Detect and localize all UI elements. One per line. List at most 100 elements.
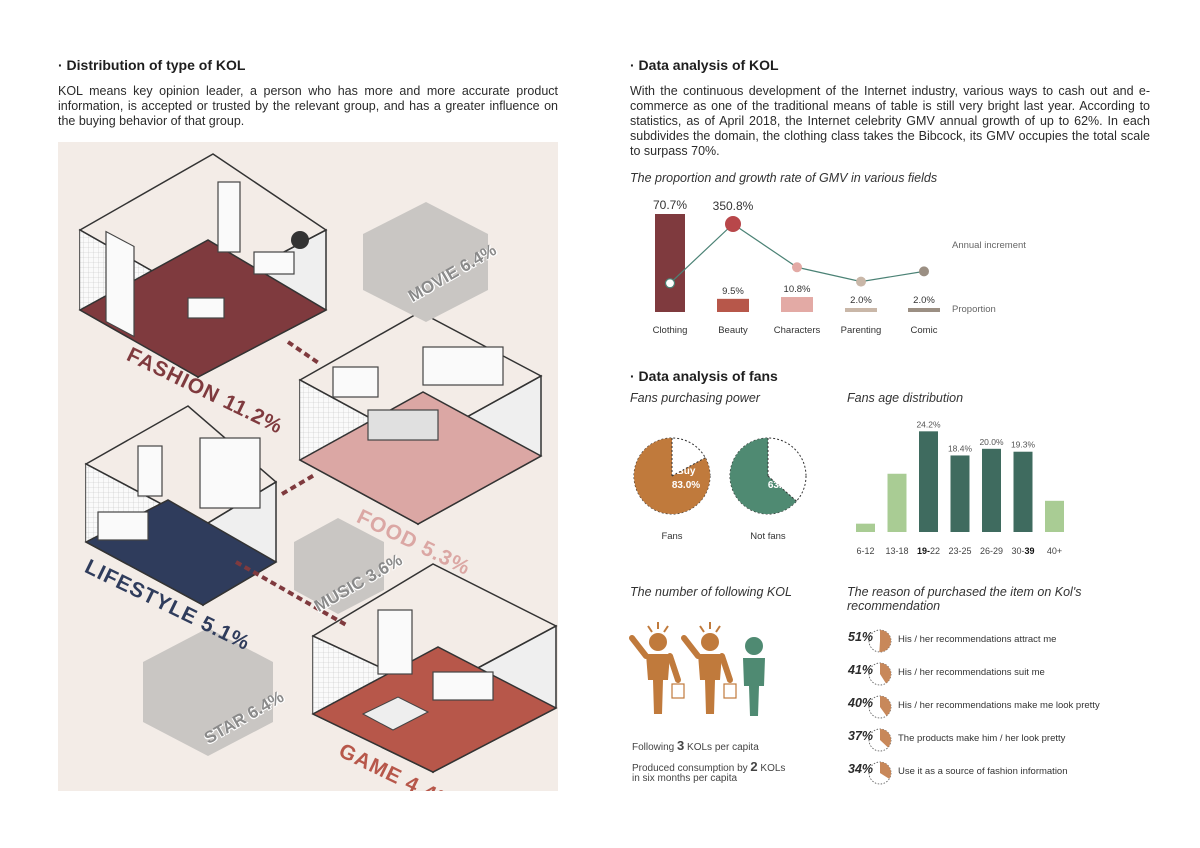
age-category-label: 40+ — [1047, 546, 1062, 556]
following-line-2: Produced consumption by 2 KOLs — [632, 759, 786, 774]
reason-text: His / her recommendations make me look p… — [898, 700, 1100, 711]
reason-pie-slice — [880, 729, 891, 748]
pie-value-label: 83.0% — [672, 480, 700, 491]
gmv-bar-comic — [908, 308, 940, 312]
age-bar — [1045, 500, 1064, 532]
reason-item: 34% Use it as a source of fashion informa… — [848, 760, 1168, 786]
reason-text: His / her recommendations attract me — [898, 634, 1057, 645]
purchasing-subtitle: Fans purchasing power — [630, 391, 760, 405]
gmv-bar-clothing — [655, 214, 685, 312]
person-excited-icon — [629, 622, 685, 714]
gmv-bar-characters — [781, 297, 813, 312]
age-bar — [1013, 451, 1033, 532]
kol-analysis-title: · Data analysis of KOL — [630, 57, 779, 73]
reason-pie — [868, 761, 892, 785]
person-icon — [743, 637, 765, 716]
reason-pie-slice — [880, 762, 891, 779]
gmv-bar-value-label: 70.7% — [653, 198, 687, 212]
distribution-title: · Distribution of type of KOL — [58, 57, 246, 73]
reason-pie-slice — [879, 630, 891, 652]
reason-item: 37% The products make him / her look pret… — [848, 727, 1168, 753]
age-category-label: 19-22 — [917, 546, 940, 556]
reason-item: 51% His / her recommendations attract me — [848, 628, 1168, 654]
reason-pie — [868, 728, 892, 752]
pie-category-label: Fans — [661, 531, 682, 542]
age-category-label: 13-18 — [885, 546, 908, 556]
annual-increment-point — [725, 216, 741, 232]
star-hexagon — [143, 628, 273, 756]
reason-pie — [868, 695, 892, 719]
age-bar-value-label: 24.2% — [916, 419, 941, 429]
age-bar — [919, 431, 938, 532]
following-subtitle: The number of following KOL — [630, 585, 792, 599]
following-line-1: Following 3 KOLs per capita — [632, 738, 759, 753]
lifestyle-room — [84, 405, 278, 607]
pie-buy-slice — [730, 438, 797, 514]
age-category-label: 26-29 — [980, 546, 1003, 556]
reason-pie-slice — [880, 696, 891, 716]
isometric-rooms-svg — [78, 153, 558, 774]
age-category-label: 30-39 — [1011, 546, 1034, 556]
age-bar-value-label: 20.0% — [979, 437, 1004, 447]
reason-text: The products make him / her look pretty — [898, 733, 1066, 744]
purchasing-power-chart: Buy 83.0% Fans Buy 63.5% Not fans — [633, 437, 807, 542]
gmv-chart: 70.7% Clothing 9.5% Beauty 10.8% Characters 2.… — [653, 198, 1027, 336]
gmv-bar-value-label: 2.0% — [913, 295, 935, 306]
annual-increment-point — [919, 266, 929, 277]
pie-value-label: 63.5% — [768, 480, 796, 491]
gmv-bar-value-label: 10.8% — [784, 284, 811, 295]
reason-pie-slice — [880, 663, 891, 684]
annual-increment-label: 350.8% — [713, 199, 754, 213]
legend-proportion: Proportion — [952, 304, 996, 315]
annual-increment-point — [792, 262, 802, 273]
gmv-subtitle: The proportion and growth rate of GMV in… — [630, 171, 938, 185]
fans-analysis-title: · Data analysis of fans — [630, 368, 778, 384]
reason-subtitle: The reason of purchased the item on Kol'… — [847, 585, 1082, 613]
annual-increment-point — [664, 278, 676, 289]
person-excited-icon — [681, 622, 737, 714]
kol-analysis-paragraph: With the continuous development of the I… — [630, 84, 1150, 158]
annual-increment-point — [856, 276, 866, 287]
pie-buy-label: Buy — [773, 466, 792, 477]
reason-percent: 40% — [848, 696, 874, 710]
pie-buy-label: Buy — [677, 466, 696, 477]
gmv-bar-parenting — [845, 308, 877, 312]
kol-rooms-illustration: FASHION 11.2% FOOD 5.3% LIFESTYLE 5.1% G… — [58, 142, 558, 791]
gmv-category-label: Beauty — [718, 325, 748, 336]
gmv-category-label: Characters — [774, 325, 821, 336]
age-category-label: 23-25 — [948, 546, 971, 556]
pie-category-label: Not fans — [750, 531, 786, 542]
gmv-bar-value-label: 9.5% — [722, 286, 744, 297]
fashion-room — [78, 153, 328, 379]
food-room — [298, 311, 543, 526]
age-bar — [950, 455, 970, 532]
reason-percent: 41% — [848, 663, 874, 677]
kol-definition-paragraph: KOL means key opinion leader, a person w… — [58, 84, 558, 128]
game-room — [311, 563, 558, 774]
legend-annual-increment: Annual increment — [952, 240, 1026, 251]
reason-percent: 37% — [848, 729, 874, 743]
age-category-label: 6-12 — [856, 546, 874, 556]
movie-hexagon — [363, 202, 488, 322]
gmv-category-label: Comic — [911, 325, 938, 336]
reason-item: 40% His / her recommendations make me loo… — [848, 694, 1168, 720]
reason-pie — [868, 629, 892, 653]
age-bar — [887, 473, 907, 532]
reason-text: His / her recommendations suit me — [898, 667, 1045, 678]
reason-text: Use it as a source of fashion informatio… — [898, 766, 1068, 777]
reason-pie — [868, 662, 892, 686]
reason-percent: 34% — [848, 762, 874, 776]
reason-percent: 51% — [848, 630, 874, 644]
gmv-category-label: Clothing — [653, 325, 688, 336]
annual-increment-line — [669, 223, 925, 284]
following-icons — [629, 622, 765, 716]
gmv-bar-value-label: 2.0% — [850, 295, 872, 306]
gmv-category-label: Parenting — [841, 325, 882, 336]
age-bar-value-label: 19.3% — [1011, 440, 1036, 450]
music-hexagon — [294, 518, 384, 614]
reason-item: 41% His / her recommendations suit me — [848, 661, 1168, 687]
age-subtitle: Fans age distribution — [847, 391, 964, 405]
following-line-3: in six months per capita — [632, 773, 738, 784]
age-distribution-chart: 6-12 13-18 24.2% 19-22 18.4% 23-25 20.0% 26-29 1… — [856, 419, 1064, 556]
gmv-bar-beauty — [717, 298, 749, 312]
